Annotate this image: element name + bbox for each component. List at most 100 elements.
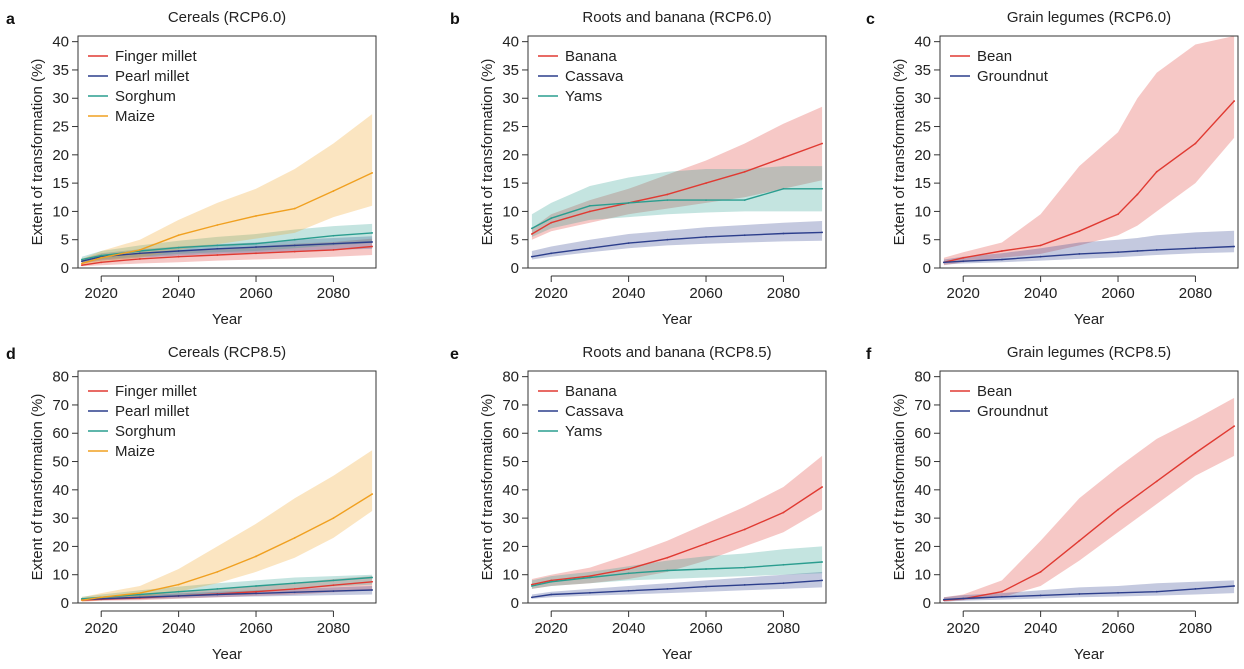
data-point-cassava [627, 589, 630, 592]
data-point-finger-millet [216, 254, 219, 256]
legend-label-sorghum: Sorghum [115, 88, 176, 105]
uncertainty-band-banana [531, 106, 823, 240]
data-point-cassava [530, 255, 533, 258]
data-point-maize [255, 215, 257, 217]
y-tick-label: 10 [52, 567, 69, 584]
data-point-pearl-millet [255, 592, 257, 595]
data-point-bean [962, 256, 965, 259]
data-point-yams [782, 187, 785, 190]
data-point-yams [627, 202, 630, 204]
data-point-maize [100, 596, 103, 599]
y-tick-label: 5 [923, 232, 931, 249]
uncertainty-band-bean [943, 36, 1235, 266]
x-tick-label: 2020 [85, 285, 118, 302]
data-point-finger-millet [100, 261, 103, 264]
legend: Banana Cassava Yams [538, 48, 624, 105]
y-axis-label: Extent of transformation (%) [891, 59, 908, 246]
data-point-groundnut [1117, 251, 1119, 254]
x-tick-label: 2060 [689, 285, 722, 302]
y-axis-label: Extent of transformation (%) [479, 394, 496, 581]
y-tick-label: 40 [502, 482, 519, 499]
legend-label-bean: Bean [977, 48, 1012, 65]
y-tick-label: 50 [502, 454, 519, 471]
data-point-groundnut [1039, 594, 1042, 597]
data-point-cassava [627, 242, 630, 245]
data-point-sorghum [216, 244, 219, 247]
data-point-finger-millet [255, 590, 257, 593]
data-point-finger-millet [332, 248, 335, 251]
y-tick-label: 50 [914, 454, 931, 471]
data-point-pearl-millet [139, 252, 141, 255]
data-point-maize [100, 256, 103, 259]
data-point-finger-millet [177, 255, 180, 258]
y-tick-label: 10 [914, 567, 931, 584]
data-point-maize [80, 599, 83, 602]
x-tick-label: 2080 [317, 620, 350, 637]
x-tick-label: 2020 [535, 620, 568, 637]
data-point-maize [371, 172, 374, 174]
data-point-banana [821, 142, 824, 145]
data-point-bean [1117, 213, 1119, 216]
data-point-yams [666, 569, 669, 572]
data-point-pearl-millet [371, 589, 374, 591]
panel-a: a Cereals (RCP6.0) 0 5 10 15 20 25 30 35 40 2020 204… [6, 9, 377, 328]
x-tick-label: 2040 [612, 285, 645, 302]
y-tick-label: 70 [52, 397, 69, 414]
data-point-pearl-millet [139, 596, 141, 599]
y-tick-label: 30 [52, 90, 69, 107]
data-point-groundnut [1194, 587, 1197, 590]
series-line-bean [943, 100, 1235, 263]
data-point-banana [530, 233, 533, 235]
legend: Banana Cassava Yams [538, 383, 624, 440]
plot-frame [939, 370, 1239, 604]
panel-letter: f [866, 346, 872, 363]
x-tick-label: 2040 [162, 285, 195, 302]
data-point-yams [589, 204, 591, 207]
panel-letter: e [450, 346, 459, 363]
panel-title: Roots and banana (RCP8.5) [582, 344, 771, 361]
y-tick-label: 5 [61, 232, 69, 249]
data-point-pearl-millet [80, 260, 83, 263]
y-tick-label: 50 [52, 454, 69, 471]
x-axis-label: Year [662, 311, 692, 328]
uncertainty-band-groundnut [943, 230, 1235, 265]
data-point-sorghum [332, 234, 335, 237]
y-tick-label: 80 [52, 369, 69, 386]
data-point-groundnut [1078, 252, 1081, 255]
y-tick-label: 40 [52, 34, 69, 51]
y-tick-label: 25 [52, 119, 69, 136]
data-point-bean [1078, 539, 1081, 542]
panel-title: Roots and banana (RCP6.0) [582, 9, 771, 26]
legend-label-cassava: Cassava [565, 68, 624, 85]
data-point-yams [782, 563, 785, 566]
y-axis-label: Extent of transformation (%) [29, 59, 46, 246]
plot-frame [939, 35, 1239, 269]
data-point-bean [1117, 508, 1119, 511]
uncertainty-band-yams [531, 166, 823, 237]
data-point-maize [80, 262, 83, 265]
data-point-yams [821, 187, 824, 190]
x-tick-label: 2060 [239, 620, 272, 637]
legend-label-banana: Banana [565, 383, 617, 400]
data-point-finger-millet [371, 245, 374, 248]
data-point-pearl-millet [100, 597, 103, 600]
data-point-banana [782, 156, 785, 159]
data-point-finger-millet [80, 264, 83, 267]
y-tick-label: 40 [914, 34, 931, 51]
data-point-yams [550, 580, 553, 583]
panel-title: Cereals (RCP8.5) [168, 344, 286, 361]
data-point-banana [705, 182, 707, 185]
data-point-maize [332, 517, 335, 520]
plot-frame [77, 35, 377, 269]
data-point-cassava [705, 235, 707, 238]
data-point-bean [1001, 250, 1003, 252]
x-tick-label: 2040 [162, 620, 195, 637]
data-point-finger-millet [332, 584, 335, 587]
legend: Finger millet Pearl millet Sorghum Maize [88, 383, 198, 460]
x-tick-label: 2040 [1024, 620, 1057, 637]
legend-label-groundnut: Groundnut [977, 68, 1049, 85]
data-point-cassava [550, 593, 553, 596]
data-point-sorghum [100, 254, 103, 257]
y-tick-label: 0 [511, 595, 519, 612]
y-tick-label: 60 [52, 425, 69, 442]
